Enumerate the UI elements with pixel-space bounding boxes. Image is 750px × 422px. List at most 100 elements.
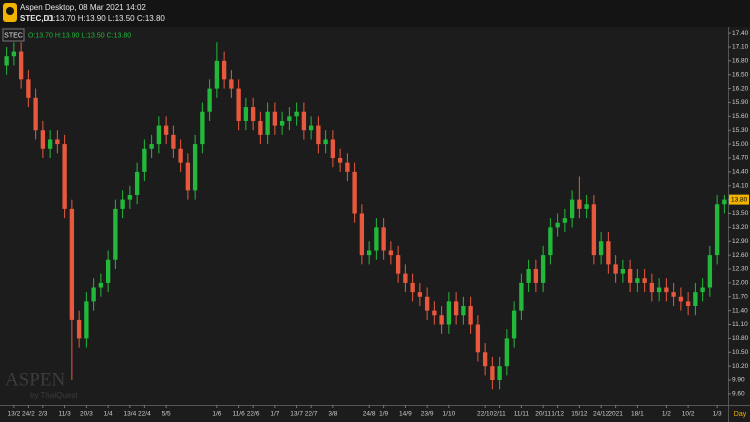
candle-body — [693, 292, 698, 307]
y-tick-label: 14.40 — [732, 169, 749, 176]
candle-body — [584, 204, 589, 209]
candle-body — [424, 296, 430, 311]
candle-body — [562, 218, 568, 223]
x-tick-label: 1/9 — [379, 411, 388, 418]
y-tick-label: 14.10 — [732, 182, 749, 189]
candle-body — [461, 306, 466, 316]
y-tick-label: 9.90 — [732, 377, 745, 384]
x-tick-label: 24/12 — [593, 411, 610, 418]
candle-body — [76, 319, 82, 339]
y-tick-label: 12.00 — [732, 280, 749, 287]
candle-body — [69, 208, 75, 320]
candle-body — [700, 287, 705, 293]
y-tick-label: 11.10 — [732, 321, 748, 328]
candle-body — [417, 292, 423, 297]
candle-body — [345, 162, 350, 172]
candle-body — [548, 227, 553, 256]
candle-body — [316, 125, 321, 145]
candle-body — [388, 250, 394, 256]
y-tick-label: 16.50 — [732, 71, 749, 78]
x-tick-label: 13/4 — [124, 411, 137, 418]
candle-body — [250, 107, 256, 121]
candle-body — [26, 79, 31, 98]
candle-body — [229, 79, 234, 89]
x-tick-label: 23/9 — [421, 411, 434, 418]
candle-body — [555, 222, 560, 228]
x-tick-label: 1/6 — [212, 411, 221, 418]
candle-body — [301, 111, 307, 131]
y-tick-label: 13.50 — [732, 210, 749, 217]
candle-body — [294, 111, 299, 117]
x-tick-label: 1/4 — [104, 411, 113, 418]
x-tick-label: 15/12 — [571, 411, 588, 418]
candle-body — [243, 107, 249, 121]
candle-body — [308, 125, 314, 131]
x-tick-label: 3/8 — [328, 411, 337, 418]
candle-body — [381, 227, 386, 251]
candle-body — [374, 227, 379, 251]
candle-body — [656, 287, 662, 293]
watermark: ASPEN — [5, 369, 65, 390]
candle-body — [395, 255, 401, 274]
x-tick-label: 1/3 — [713, 411, 722, 418]
window-title: Aspen Desktop, 08 Mar 2021 14:02 — [20, 3, 146, 12]
candle-body — [98, 282, 104, 288]
candle-body — [511, 310, 517, 339]
y-tick-label: 17.40 — [732, 30, 749, 37]
candle-body — [84, 301, 89, 339]
x-tick-label: 1/10 — [443, 411, 456, 418]
watermark-sub: by ThaiQuest — [30, 391, 78, 400]
candle-body — [627, 269, 633, 283]
candle-body — [707, 255, 713, 288]
candle-body — [11, 51, 17, 57]
candle-body — [598, 241, 604, 256]
y-tick-label: 16.20 — [732, 85, 749, 92]
candle-body — [18, 51, 24, 80]
legend-ohlc: O:13.70 H:13.90 L:13.50 C:13.80 — [28, 32, 131, 39]
candle-body — [490, 366, 495, 381]
candle-body — [722, 199, 727, 205]
x-tick-label: 11/6 — [233, 411, 246, 418]
candle-body — [533, 269, 539, 283]
y-tick-label: 10.20 — [732, 363, 749, 370]
x-tick-label: 22/10 — [477, 411, 494, 418]
candle-body — [47, 139, 53, 149]
candle-body — [685, 301, 691, 307]
candle-body — [62, 144, 67, 209]
x-tick-label: 22/7 — [305, 411, 318, 418]
candle-body — [192, 144, 198, 191]
x-tick-label: 5/5 — [162, 411, 171, 418]
candle-body — [439, 315, 444, 325]
candle-body — [410, 282, 415, 293]
candle-body — [642, 278, 647, 283]
y-tick-label: 16.80 — [732, 58, 749, 65]
candle-body — [366, 250, 372, 256]
candle-body — [214, 60, 220, 89]
y-tick-label: 15.60 — [732, 113, 749, 120]
x-tick-label: 2021 — [608, 411, 623, 418]
candle-body — [569, 199, 575, 219]
candle-body — [323, 139, 328, 145]
candle-body — [236, 88, 241, 121]
candle-body — [482, 352, 488, 367]
candle-body — [163, 125, 169, 135]
candle-body — [649, 282, 655, 293]
y-tick-label: 11.70 — [732, 293, 748, 300]
candle-body — [519, 282, 524, 311]
candle-body — [149, 144, 154, 149]
candle-body — [134, 171, 140, 195]
candle-body — [171, 134, 176, 149]
candle-body — [606, 241, 611, 265]
candle-body — [337, 157, 343, 163]
candle-body — [105, 259, 111, 283]
last-price-tag — [729, 194, 749, 205]
x-tick-label: 11/11 — [514, 411, 530, 418]
candle-body — [403, 273, 408, 283]
candle-body — [330, 139, 336, 158]
x-tick-label: 11/3 — [59, 411, 72, 418]
candle-body — [432, 310, 437, 316]
candle-body — [526, 269, 531, 283]
candle-body — [185, 162, 191, 191]
candle-body — [540, 255, 546, 283]
